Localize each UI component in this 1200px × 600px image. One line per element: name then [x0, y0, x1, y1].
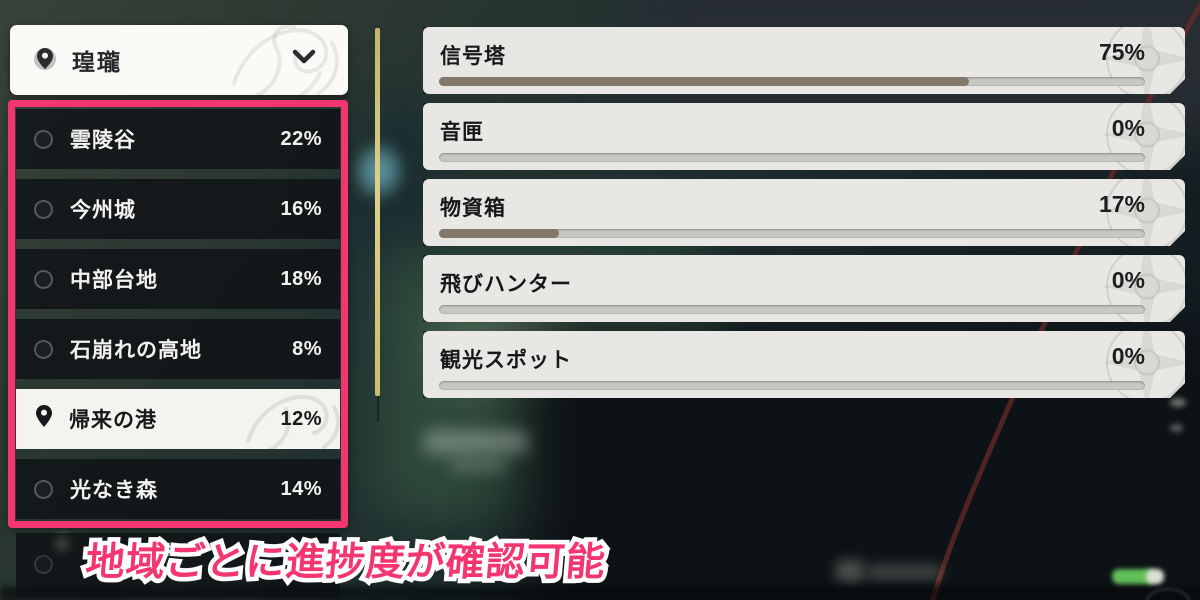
- progress-card-supply-chest: 物資箱 17%: [423, 179, 1185, 246]
- region-name: 石崩れの高地: [70, 339, 202, 362]
- selected-region-group-label: 瑝瓏: [72, 49, 122, 75]
- circle-outline-icon: [34, 555, 53, 574]
- progress-card-signal-tower: 信号塔 75%: [423, 27, 1185, 94]
- region-list-highlight-box: 雲陵谷 22% 今州城 16% 中部台地 18% 石崩れの高地 8% 帰来の港 …: [8, 100, 348, 528]
- map-pin-icon: [32, 45, 58, 75]
- circle-outline-icon: [34, 339, 53, 359]
- circle-outline-icon: [34, 479, 53, 499]
- progress-card-sightseeing-spot: 観光スポット 0%: [423, 331, 1185, 398]
- region-name: 雲陵谷: [70, 129, 136, 152]
- progress-card-sound-chest: 音匣 0%: [423, 103, 1185, 170]
- region-name: 帰来の港: [69, 409, 157, 432]
- progress-label: 音匣: [440, 121, 484, 144]
- progress-percent: 75%: [1098, 39, 1145, 65]
- region-percent: 12%: [280, 407, 322, 430]
- progress-label: 物資箱: [440, 197, 506, 220]
- progress-label: 観光スポット: [440, 349, 572, 372]
- map-blurred-label: [868, 564, 942, 580]
- circle-outline-icon: [34, 129, 53, 149]
- region-percent: 16%: [280, 197, 322, 220]
- map-blurred-label: [424, 430, 528, 454]
- progress-card-flying-hunter: 飛びハンター 0%: [423, 255, 1185, 322]
- map-blurred-marker: [1170, 398, 1186, 407]
- circle-outline-icon: [34, 269, 53, 289]
- progress-label: 飛びハンター: [440, 273, 572, 296]
- map-blurred-toggle: [1146, 569, 1164, 584]
- floral-swirl-watermark: [224, 25, 348, 95]
- chevron-down-icon: [292, 49, 316, 70]
- progress-track: [439, 153, 1145, 162]
- progress-label: 信号塔: [440, 45, 506, 68]
- progress-percent: 0%: [1111, 267, 1145, 293]
- region-name: 光なき森: [70, 479, 158, 502]
- region-name: 今州城: [70, 199, 136, 222]
- region-item-partial[interactable]: [16, 533, 340, 597]
- region-item-chubudaichi[interactable]: 中部台地 18%: [16, 249, 340, 309]
- circle-outline-icon: [34, 199, 53, 219]
- map-pin-filled-icon: [34, 404, 54, 434]
- annotation-caption: 地域ごとに進捗度が確認可能: [79, 537, 612, 589]
- progress-percent: 0%: [1111, 343, 1145, 369]
- progress-percent: 17%: [1098, 191, 1145, 217]
- panel-divider-tail: [377, 396, 379, 422]
- panel-divider-line: [375, 28, 380, 396]
- progress-track: [439, 305, 1145, 314]
- region-percent: 22%: [280, 127, 322, 150]
- region-percent: 18%: [280, 267, 322, 290]
- map-blurred-label: [450, 460, 508, 472]
- region-item-hikarinakimori[interactable]: 光なき森 14%: [16, 459, 340, 519]
- region-item-kinshujo[interactable]: 今州城 16%: [16, 179, 340, 239]
- region-item-kirainominato-selected[interactable]: 帰来の港 12%: [16, 389, 340, 449]
- progress-percent: 0%: [1111, 115, 1145, 141]
- region-item-ishikuzure[interactable]: 石崩れの高地 8%: [16, 319, 340, 379]
- map-blurred-label: [836, 560, 864, 582]
- progress-fill: [439, 77, 969, 86]
- progress-track: [439, 77, 1145, 86]
- map-blurred-toggle: [1112, 569, 1156, 584]
- region-dropdown[interactable]: 瑝瓏: [10, 25, 348, 95]
- region-percent: 14%: [280, 477, 322, 500]
- map-blurred-marker: [1170, 424, 1183, 432]
- region-name: 中部台地: [70, 269, 158, 292]
- progress-track: [439, 229, 1145, 238]
- region-percent: 8%: [292, 337, 322, 360]
- progress-panel: 信号塔 75% 音匣 0% 物資箱 17%: [423, 27, 1185, 398]
- progress-track: [439, 381, 1145, 390]
- progress-fill: [439, 229, 559, 238]
- region-item-unryukoku[interactable]: 雲陵谷 22%: [16, 109, 340, 169]
